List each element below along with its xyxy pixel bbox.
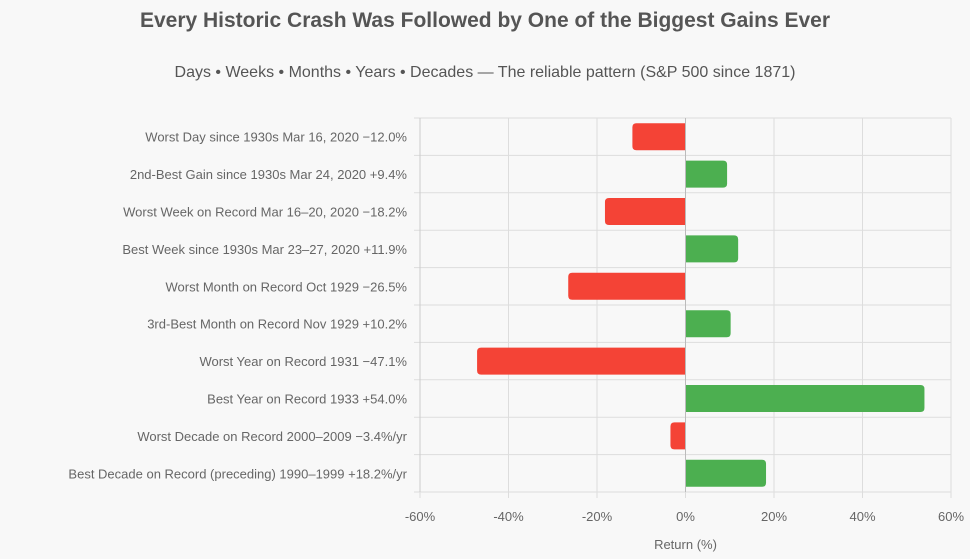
chart-subtitle: Days • Weeks • Months • Years • Decades … (174, 64, 796, 81)
x-tick-label: 40% (849, 509, 875, 524)
bar (670, 422, 686, 450)
category-label: Best Week since 1930s Mar 23–27, 2020 +1… (122, 242, 407, 257)
x-tick-label: -20% (582, 509, 613, 524)
bar (685, 310, 731, 338)
bar (568, 272, 686, 300)
bar (604, 198, 686, 225)
bar (685, 459, 767, 487)
bar (685, 385, 925, 412)
category-label: Worst Week on Record Mar 16–20, 2020 −18… (123, 205, 407, 220)
category-label: Best Decade on Record (preceding) 1990–1… (68, 466, 407, 481)
bar (477, 347, 686, 375)
category-label: Worst Month on Record Oct 1929 −26.5% (166, 279, 408, 294)
category-label: Worst Decade on Record 2000–2009 −3.4%/y… (137, 429, 407, 444)
category-label: Worst Day since 1930s Mar 16, 2020 −12.0… (145, 130, 407, 145)
x-tick-label: 20% (761, 509, 787, 524)
category-label: Best Year on Record 1933 +54.0% (207, 392, 407, 407)
bar (685, 160, 728, 188)
bar (685, 235, 739, 263)
category-label: 2nd-Best Gain since 1930s Mar 24, 2020 +… (130, 167, 408, 182)
x-tick-label: -40% (493, 509, 524, 524)
x-tick-label: 0% (676, 509, 695, 524)
x-axis-label: Return (%) (654, 537, 717, 552)
category-label: Worst Year on Record 1931 −47.1% (199, 354, 407, 369)
bar (632, 123, 686, 151)
x-tick-label: -60% (405, 509, 436, 524)
chart-title: Every Historic Crash Was Followed by One… (139, 9, 831, 32)
category-label: 3rd-Best Month on Record Nov 1929 +10.2% (147, 317, 407, 332)
x-tick-label: 60% (938, 509, 964, 524)
